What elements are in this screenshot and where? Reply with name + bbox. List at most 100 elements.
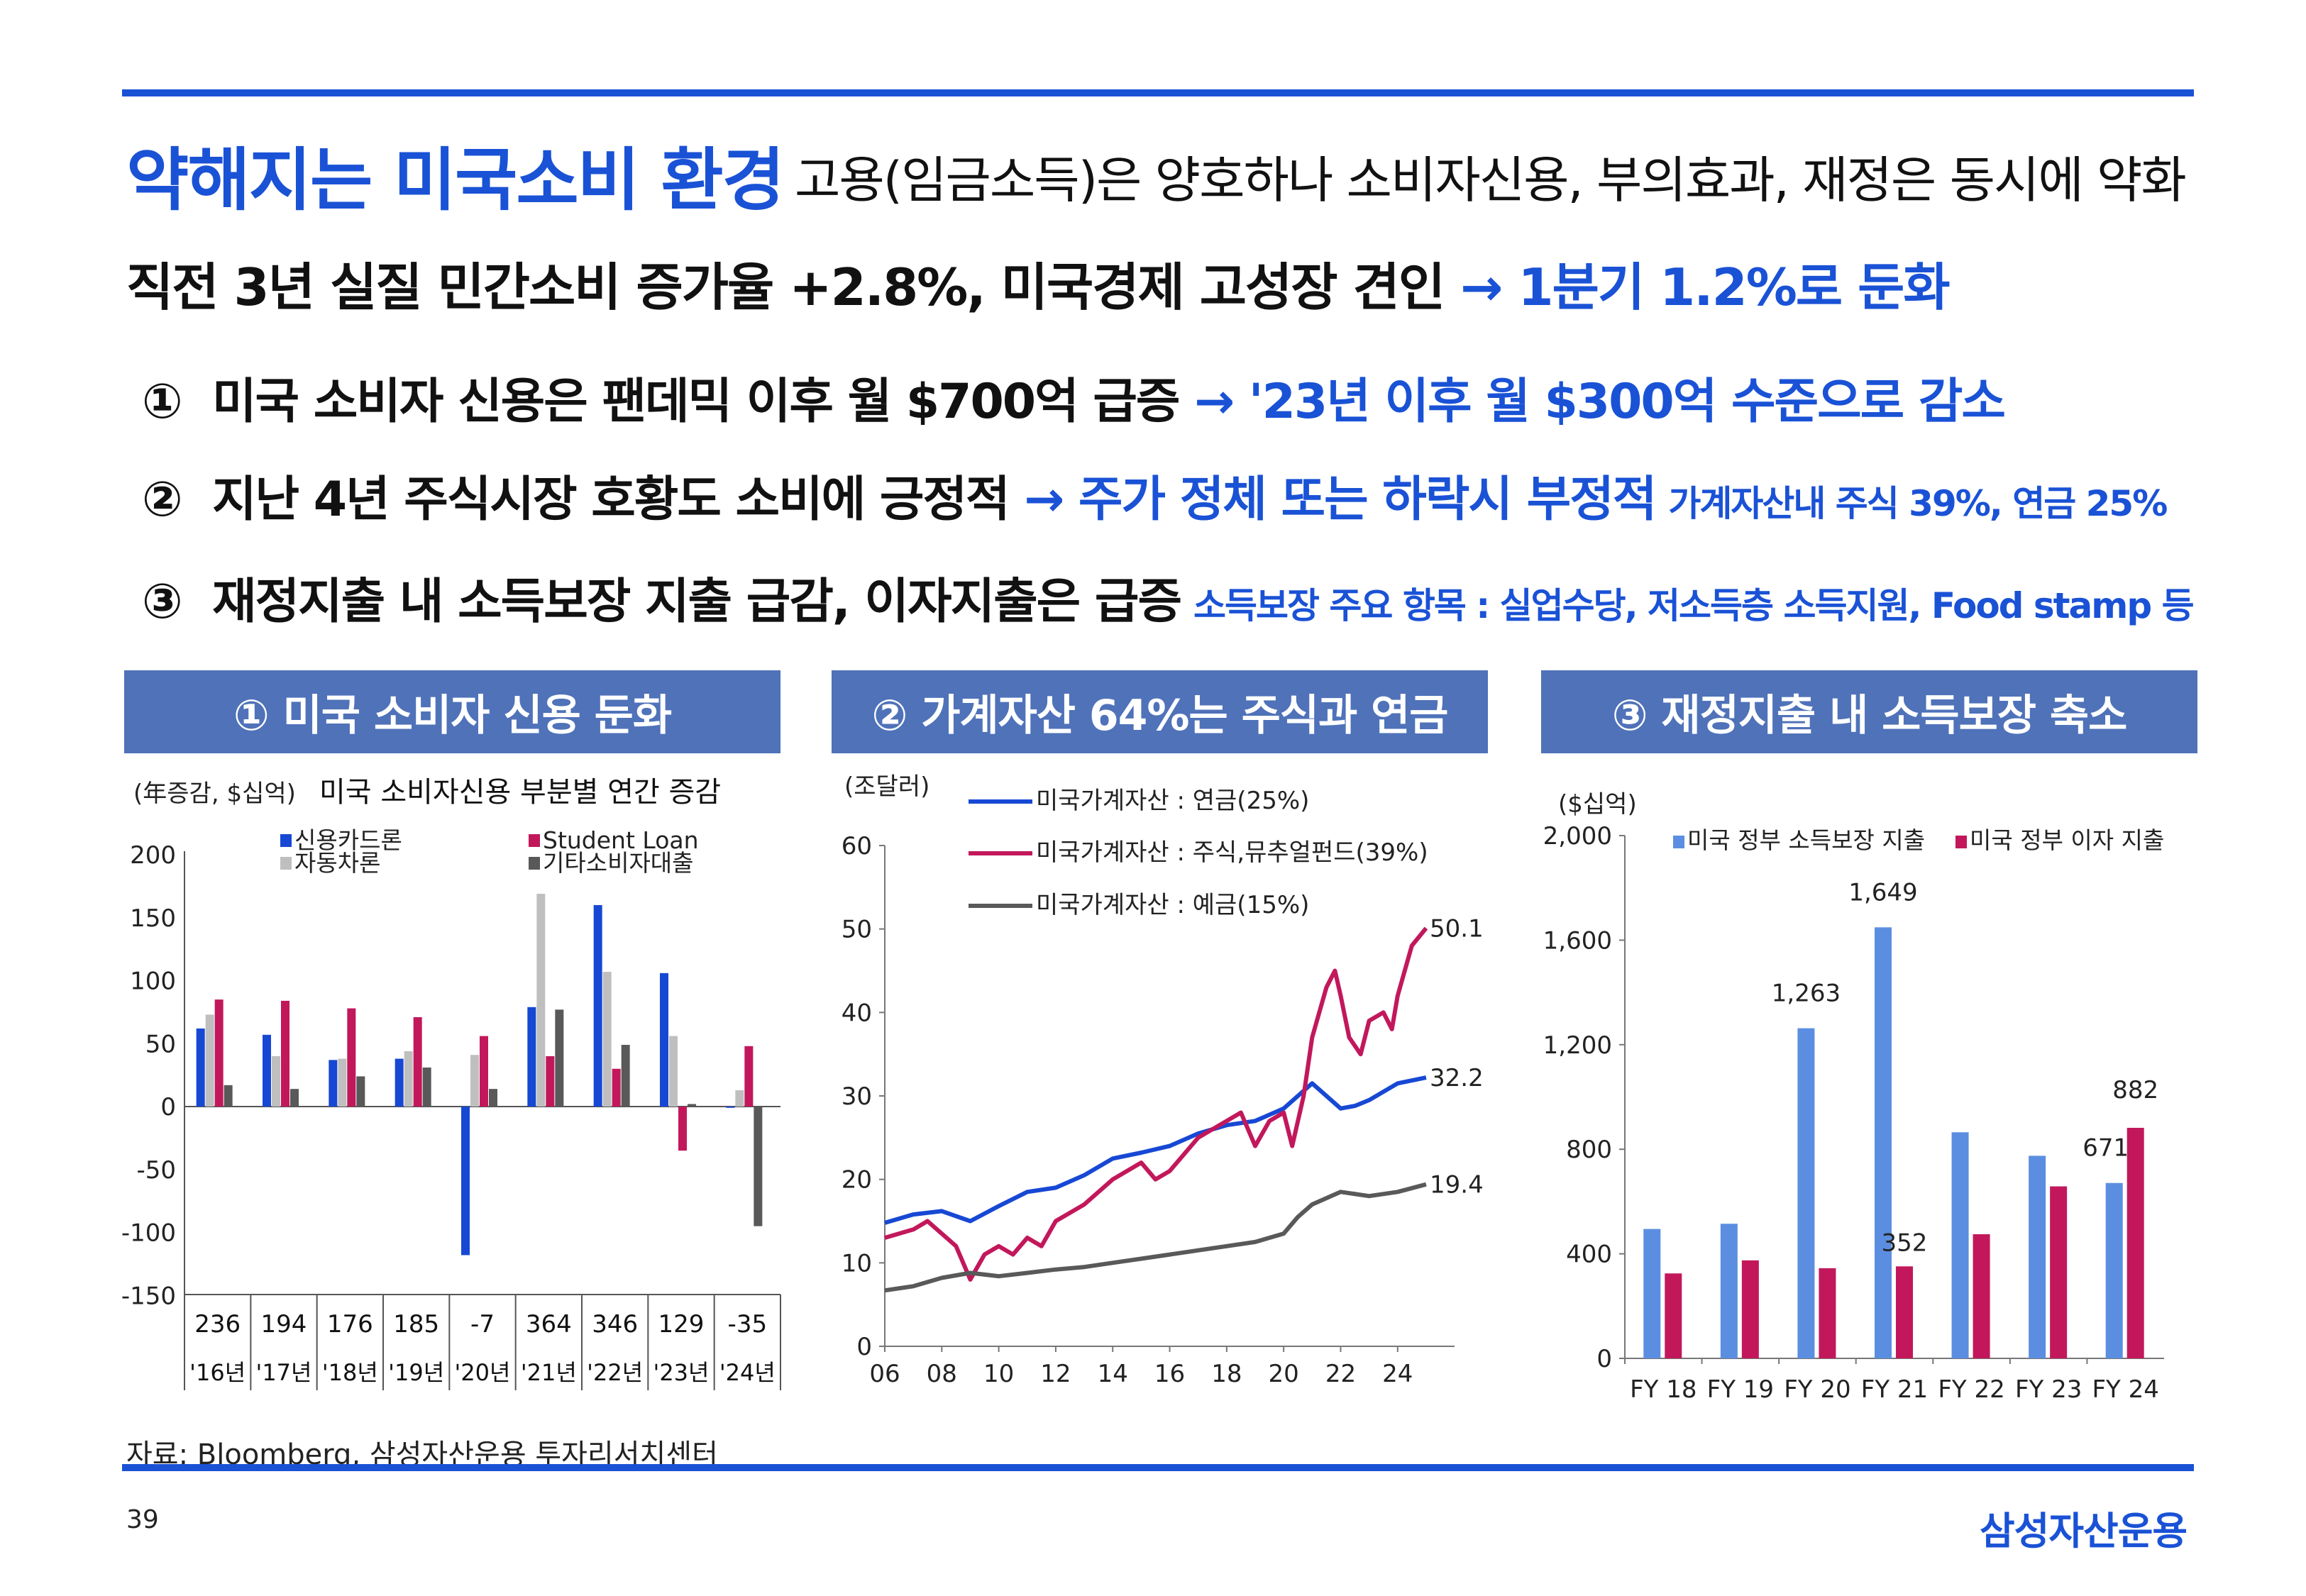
chart2-end-label: 50.1 xyxy=(1430,914,1484,943)
chart1-category-label: '22년 xyxy=(587,1359,643,1386)
chart3-ytick-label: 400 xyxy=(1566,1241,1612,1269)
panel-header-fiscal-spending: ③ 재정지출 내 소득보장 축소 xyxy=(1541,670,2197,753)
point-note: 가계자산내 주식 39%, 연금 25% xyxy=(1668,483,2168,524)
chart1-ytick-label: 200 xyxy=(130,841,176,870)
chart1-legend-swatch xyxy=(280,857,292,870)
chart3-bar xyxy=(1665,1273,1682,1358)
page-title: 약해지는 미국소비 환경 xyxy=(126,140,785,220)
chart2-xtick-label: 10 xyxy=(983,1360,1014,1388)
chart1-bar xyxy=(546,1056,555,1107)
chart3-bars: 1,263 1,649 352 671 882 xyxy=(1643,878,2158,1358)
chart3-category-label: FY 24 xyxy=(2092,1375,2159,1404)
panel-header-consumer-credit: ① 미국 소비자 신용 둔화 xyxy=(124,670,780,753)
point-highlight: → '23년 이후 월 $300억 수준으로 감소 xyxy=(1194,374,2006,430)
chart2-end-label: 32.2 xyxy=(1430,1064,1484,1092)
chart3-bar xyxy=(2105,1182,2123,1358)
chart1-bar xyxy=(660,972,668,1107)
chart2-ytick-label: 60 xyxy=(842,832,872,860)
chart3-category-label: FY 23 xyxy=(2015,1375,2082,1404)
chart2-legend: 미국가계자산 : 연금(25%) 미국가계자산 : 주식,뮤추얼펀드(39%) 미국… xyxy=(969,787,1428,919)
chart1-ytick-label: -150 xyxy=(121,1282,176,1310)
chart3-legend-swatch xyxy=(1673,836,1684,848)
chart3-bar xyxy=(1896,1266,1913,1358)
chart2-ytick-label: 40 xyxy=(842,999,872,1027)
point-2: ② 지난 4년 주식시장 호황도 소비에 긍정적 → 주가 정체 또는 하락시 … xyxy=(142,460,2168,530)
chart1-bar xyxy=(669,1036,678,1107)
chart1-ytick-label: 0 xyxy=(160,1093,176,1121)
chart1-total-label: 129 xyxy=(658,1310,705,1339)
chart1-bar xyxy=(263,1034,271,1107)
point-number: ② xyxy=(142,472,183,528)
chart3-legend: 미국 정부 소득보장 지출 미국 정부 이자 지출 xyxy=(1673,826,2164,854)
point-main: 지난 4년 주식시장 호황도 소비에 긍정적 xyxy=(211,472,1025,528)
chart1-bar xyxy=(688,1104,696,1107)
chart1-bar xyxy=(214,999,224,1107)
chart1-ytick-label: 150 xyxy=(130,904,176,933)
chart3-ytick-label: 2,000 xyxy=(1543,822,1612,850)
chart2-ytick-label: 30 xyxy=(842,1082,872,1111)
chart1-bar xyxy=(347,1008,356,1107)
chart1-totals-table: 236 '16년 194 '17년 176 '18년 185 '19년 -7 '20년 364 '21… xyxy=(184,1294,781,1390)
chart1-bar xyxy=(196,1028,205,1107)
chart1-total-label: 194 xyxy=(261,1310,307,1339)
point-highlight: → 주가 정체 또는 하락시 부정적 xyxy=(1024,472,1657,528)
chart1-unit-label: (年증감, $십억) xyxy=(133,780,296,808)
chart1-bar xyxy=(678,1107,687,1151)
panel-header-household-assets: ② 가계자산 64%는 주식과 연금 xyxy=(832,670,1488,753)
chart1-bar xyxy=(281,1000,289,1107)
chart2-series-line xyxy=(884,926,1428,1282)
chart2-xtick-label: 22 xyxy=(1325,1360,1356,1388)
chart1-bar xyxy=(272,1056,280,1107)
chart1-ytick-label: -50 xyxy=(136,1156,176,1185)
chart3-category-label: FY 21 xyxy=(1861,1375,1928,1404)
chart3-category-label: FY 20 xyxy=(1784,1375,1850,1404)
point-1: ① 미국 소비자 신용은 팬데믹 이후 월 $700억 급증 → '23년 이후… xyxy=(142,362,2006,432)
chart1-bar xyxy=(470,1055,479,1107)
chart1-bar xyxy=(329,1060,338,1107)
chart1-ytick-label: 100 xyxy=(130,968,176,996)
chart3-bar xyxy=(1720,1224,1738,1358)
chart1-total-label: -35 xyxy=(728,1310,768,1339)
chart3-data-label: 671 xyxy=(2082,1134,2129,1163)
chart2-series-line xyxy=(884,1182,1427,1293)
chart1-legend-swatch xyxy=(280,834,292,847)
chart2-ytick-label: 50 xyxy=(842,916,872,944)
page-number: 39 xyxy=(126,1505,159,1534)
chart1-bar xyxy=(480,1036,488,1107)
chart1-category-label: '24년 xyxy=(719,1359,776,1386)
chart1-bar xyxy=(754,1107,763,1226)
chart1-bar xyxy=(735,1090,744,1107)
chart3-legend-label: 미국 정부 소득보장 지출 xyxy=(1687,826,1925,854)
chart3-ytick-label: 0 xyxy=(1596,1345,1612,1373)
fiscal-spending-chart: ($십억) 미국 정부 소득보장 지출 미국 정부 이자 지출 2,000 1,60… xyxy=(1543,790,2165,1404)
chart1-category-label: '19년 xyxy=(388,1359,444,1386)
chart1-bar xyxy=(726,1107,735,1108)
chart3-bar xyxy=(1951,1132,1969,1358)
chart1-bar xyxy=(422,1067,431,1107)
chart3-bar xyxy=(2050,1186,2068,1358)
top-rule xyxy=(122,89,2194,96)
chart1-bar xyxy=(593,905,602,1107)
chart1-legend-swatch xyxy=(529,834,540,847)
chart1-bar xyxy=(489,1089,497,1107)
chart1-legend-label: 기타소비자대출 xyxy=(543,849,694,877)
chart1-bar xyxy=(338,1058,347,1107)
chart1-bar xyxy=(602,972,612,1107)
chart2-axes: 60 50 40 30 20 10 006 08 10 12 14 16 18 20 22 24 xyxy=(842,832,1455,1388)
chart2-ytick-label: 0 xyxy=(856,1333,872,1361)
chart2-series-line xyxy=(884,1075,1427,1225)
chart1-total-label: 185 xyxy=(393,1310,439,1339)
chart1-legend-label: Student Loan xyxy=(543,826,699,854)
chart2-ytick-label: 10 xyxy=(842,1249,872,1278)
chart2-end-label: 19.4 xyxy=(1430,1171,1484,1199)
chart1-bar xyxy=(621,1045,630,1107)
chart3-data-label: 1,649 xyxy=(1848,878,1917,907)
bottom-rule xyxy=(122,1464,2194,1471)
chart3-category-label: FY 22 xyxy=(1938,1375,2004,1404)
chart1-bar xyxy=(461,1107,470,1256)
chart1-ytick-label: -100 xyxy=(121,1219,176,1248)
brand-logo-text: 삼성자산운용 xyxy=(1980,1509,2188,1553)
chart1-bar xyxy=(612,1068,621,1107)
